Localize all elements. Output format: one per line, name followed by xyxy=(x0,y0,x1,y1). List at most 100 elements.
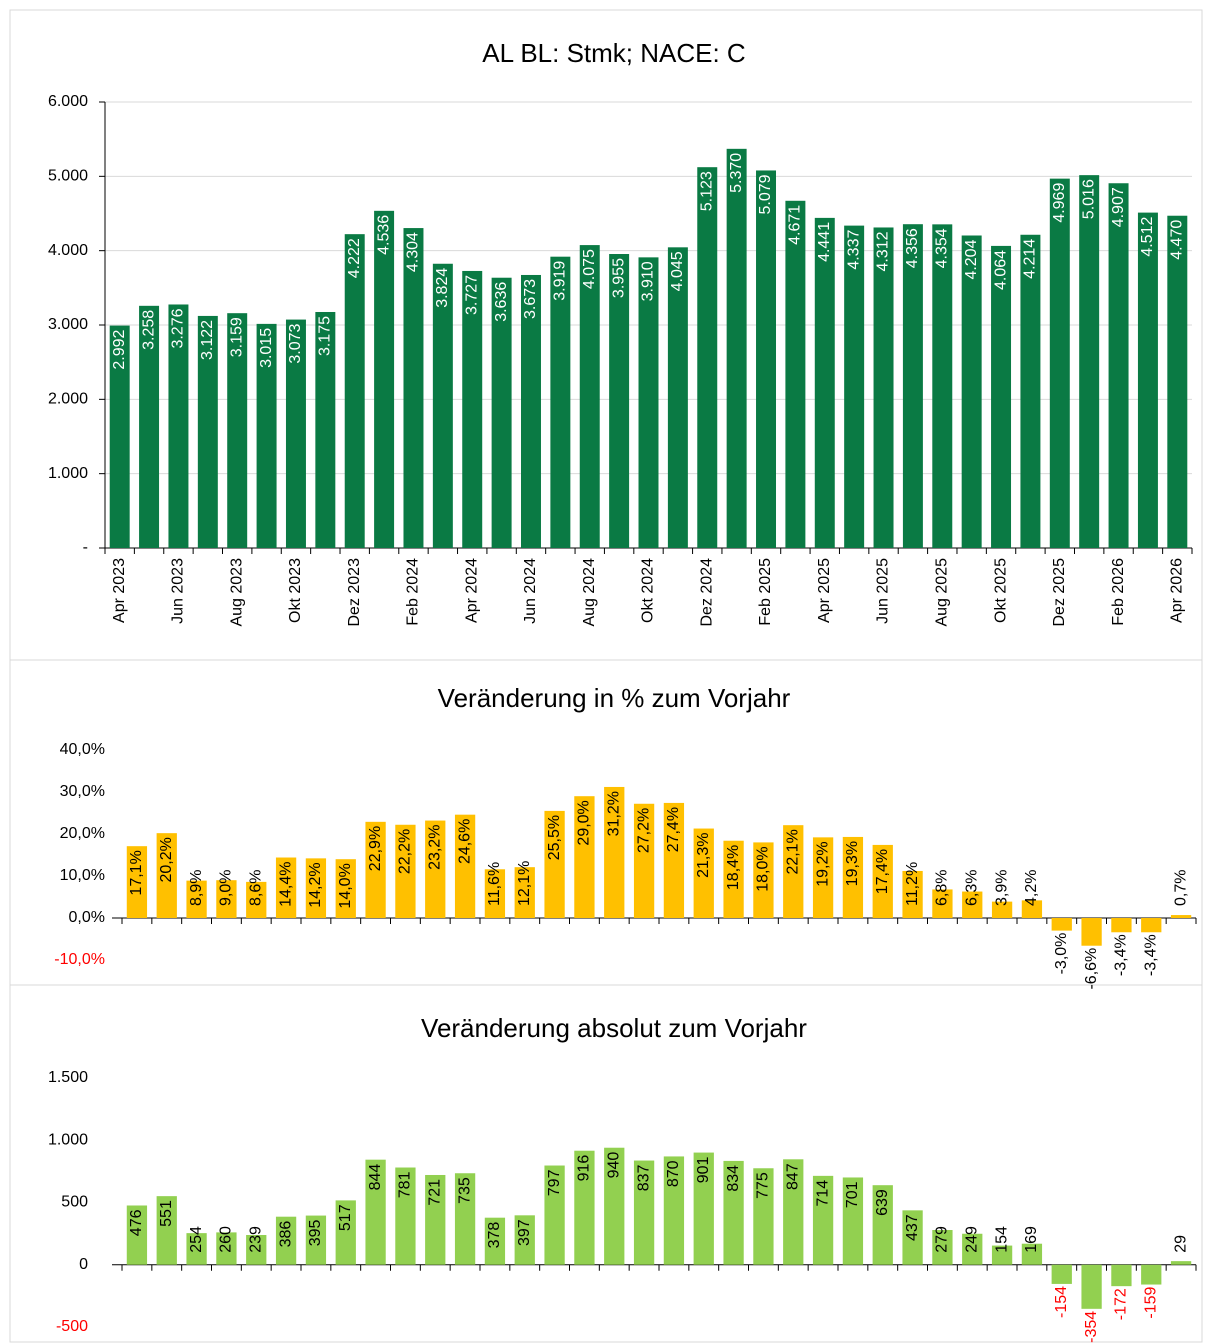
data-label: 797 xyxy=(546,1169,563,1196)
bar xyxy=(1170,1261,1192,1265)
bar xyxy=(842,1177,864,1265)
bar xyxy=(186,880,207,918)
y-tick-label: 1.000 xyxy=(48,465,88,482)
bar xyxy=(932,889,953,918)
data-label: 11,6% xyxy=(486,862,503,906)
data-label: -6,6% xyxy=(1083,948,1100,990)
bar xyxy=(872,844,893,918)
data-label: 3.955 xyxy=(610,258,627,298)
y-tick-label: 4.000 xyxy=(48,242,88,259)
data-label: 4.304 xyxy=(405,232,422,272)
y-tick-label: 2.000 xyxy=(48,391,88,408)
bar xyxy=(275,1216,297,1265)
bar xyxy=(1111,918,1132,933)
bar xyxy=(902,870,923,918)
bar xyxy=(574,796,595,918)
bar xyxy=(723,840,744,918)
bar xyxy=(1051,918,1072,931)
data-label: 20,2% xyxy=(158,837,175,882)
data-label: 4.536 xyxy=(375,215,392,255)
bar xyxy=(812,1175,834,1265)
data-label: 18,4% xyxy=(725,845,742,890)
data-label: 27,2% xyxy=(635,808,652,853)
bar xyxy=(962,891,983,918)
data-label: 154 xyxy=(993,1226,1010,1253)
data-label: 916 xyxy=(576,1155,593,1182)
x-tick-label: Apr 2024 xyxy=(463,558,480,623)
data-label: 837 xyxy=(635,1164,652,1191)
bar xyxy=(425,1174,446,1265)
data-label: 4.075 xyxy=(581,249,598,289)
bar xyxy=(491,277,512,548)
data-label: 781 xyxy=(397,1171,414,1198)
data-label: 169 xyxy=(1023,1226,1040,1253)
chart-title: AL BL: Stmk; NACE: C xyxy=(482,38,745,68)
data-label: 3.919 xyxy=(552,261,569,301)
data-label: 4.356 xyxy=(904,228,921,268)
bar xyxy=(842,836,864,918)
data-label: 11,2% xyxy=(904,862,921,906)
bar xyxy=(1137,212,1158,548)
data-label: -172 xyxy=(1113,1288,1130,1320)
bar xyxy=(186,1233,207,1265)
bar xyxy=(844,225,865,548)
bar xyxy=(663,1156,685,1265)
bar xyxy=(633,803,655,918)
x-tick-label: Dez 2025 xyxy=(1051,558,1068,627)
data-label: 279 xyxy=(934,1226,951,1253)
data-label: 4.969 xyxy=(1051,183,1068,223)
data-label: 4.045 xyxy=(669,251,686,291)
bar xyxy=(872,1185,893,1265)
bar xyxy=(1141,918,1162,933)
x-tick-label: Okt 2023 xyxy=(287,558,304,623)
chart-title: Veränderung absolut zum Vorjahr xyxy=(421,1013,807,1043)
bar xyxy=(335,1200,356,1265)
y-tick-label: 10,0% xyxy=(60,867,105,884)
data-label: 721 xyxy=(426,1179,443,1206)
bar xyxy=(812,837,834,918)
data-label: 14,2% xyxy=(307,862,324,907)
bar xyxy=(1081,918,1102,946)
x-tick-label: Apr 2026 xyxy=(1169,558,1186,623)
bar xyxy=(1081,1264,1102,1309)
data-label: 3.910 xyxy=(640,261,657,301)
data-label: 4.671 xyxy=(787,205,804,245)
data-label: 4.204 xyxy=(963,239,980,279)
data-label: 940 xyxy=(605,1152,622,1179)
bar xyxy=(756,170,777,548)
data-label: 3.727 xyxy=(463,275,480,315)
data-label: 3.175 xyxy=(317,316,334,356)
bar xyxy=(395,1167,416,1265)
data-label: 254 xyxy=(188,1226,205,1253)
data-label: 2.992 xyxy=(111,330,128,370)
data-label: 386 xyxy=(277,1221,294,1248)
data-label: 3.073 xyxy=(287,323,304,363)
data-label: 9,0% xyxy=(218,870,235,906)
x-tick-label: Okt 2025 xyxy=(992,558,1009,623)
bar xyxy=(544,810,565,918)
x-tick-label: Okt 2024 xyxy=(640,558,657,623)
bar xyxy=(126,846,148,918)
y-tick-label: 1.500 xyxy=(48,1069,88,1086)
bar xyxy=(514,1215,535,1265)
panel-border xyxy=(9,984,1203,1343)
data-label: -3,4% xyxy=(1113,934,1130,976)
x-tick-label: Feb 2025 xyxy=(757,558,774,626)
bar xyxy=(197,315,218,548)
bar xyxy=(305,858,327,918)
data-label: 775 xyxy=(755,1172,772,1199)
x-tick-label: Feb 2026 xyxy=(1110,558,1127,626)
bar xyxy=(462,270,483,548)
data-label: 6,8% xyxy=(934,870,951,906)
data-label: 551 xyxy=(158,1200,175,1227)
bar xyxy=(256,323,277,548)
bar xyxy=(638,257,659,548)
bar xyxy=(544,1165,565,1265)
x-tick-label: Jun 2024 xyxy=(522,558,539,624)
bar xyxy=(1167,215,1188,549)
data-label: 4.512 xyxy=(1139,217,1156,257)
y-tick-label: - xyxy=(83,539,88,556)
data-label: 3.122 xyxy=(199,320,216,360)
bar xyxy=(168,304,189,548)
bar xyxy=(484,869,506,918)
